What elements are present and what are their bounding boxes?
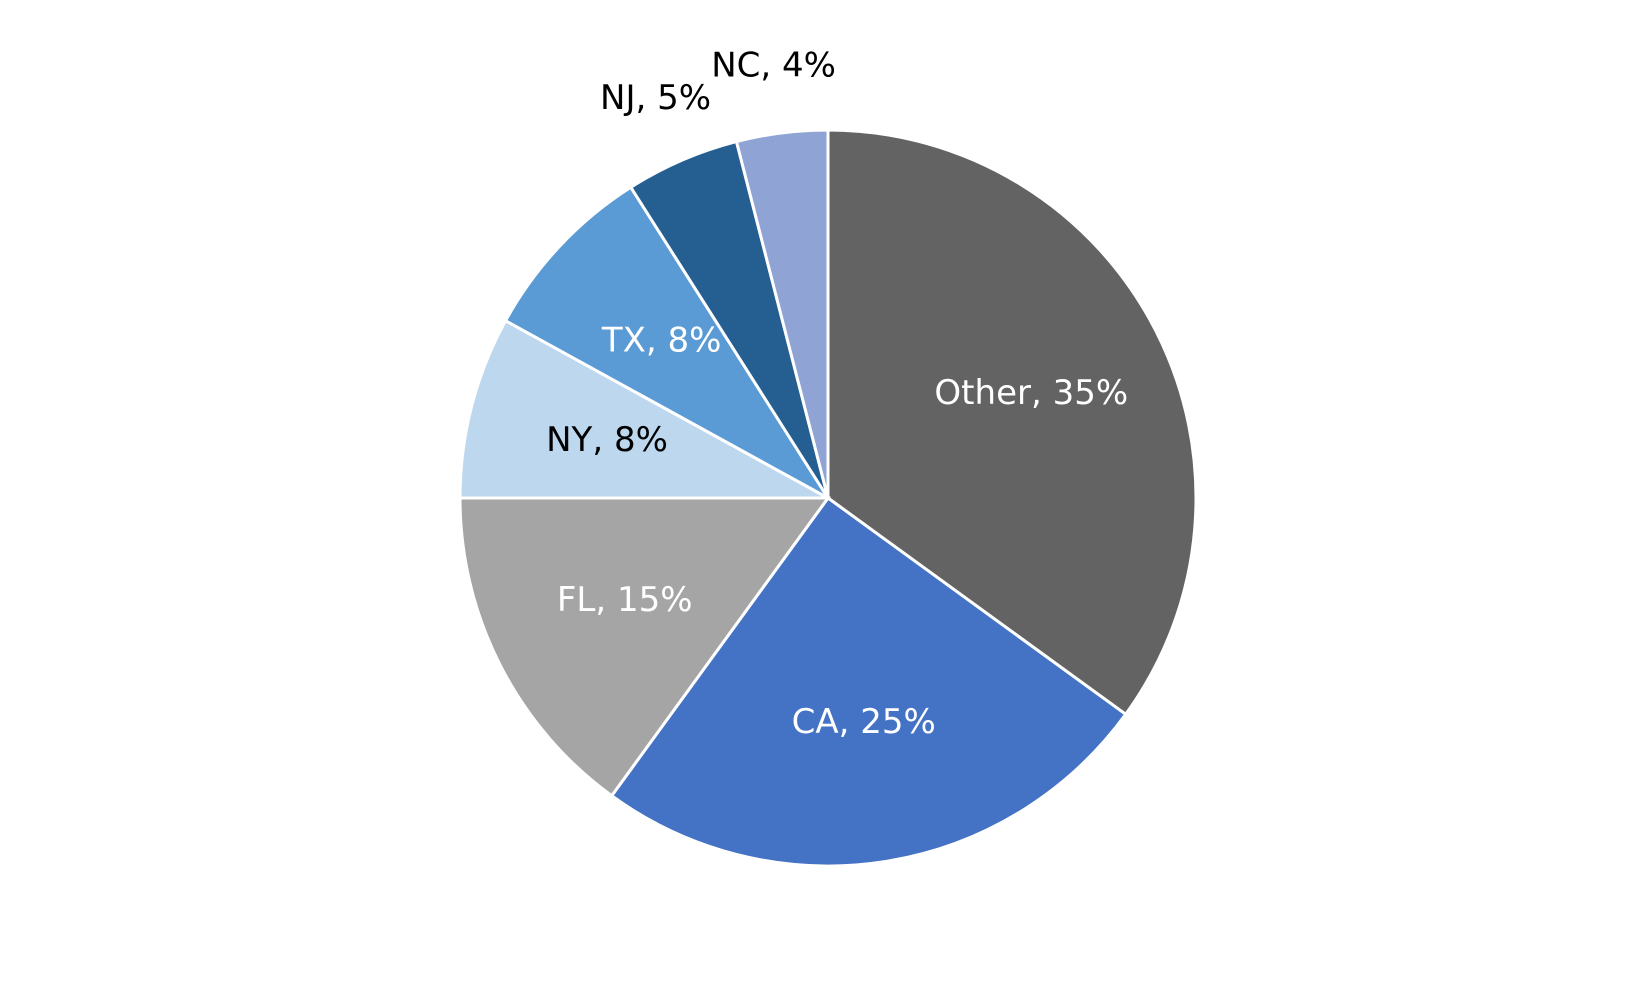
data-label: NJ, 5% xyxy=(600,78,711,118)
data-label: TX, 8% xyxy=(601,320,722,360)
data-label: FL, 15% xyxy=(557,580,693,620)
data-label: NC, 4% xyxy=(711,46,836,86)
data-label: NY, 8% xyxy=(546,420,668,460)
pie-slice xyxy=(826,128,1198,717)
data-label: Other, 35% xyxy=(934,373,1128,413)
pie-slice xyxy=(458,318,829,500)
data-label: CA, 25% xyxy=(792,702,936,742)
pie-slice xyxy=(609,495,1128,868)
pie-slice xyxy=(734,128,830,499)
pie-slice xyxy=(503,185,830,500)
pie-slice xyxy=(458,496,831,798)
